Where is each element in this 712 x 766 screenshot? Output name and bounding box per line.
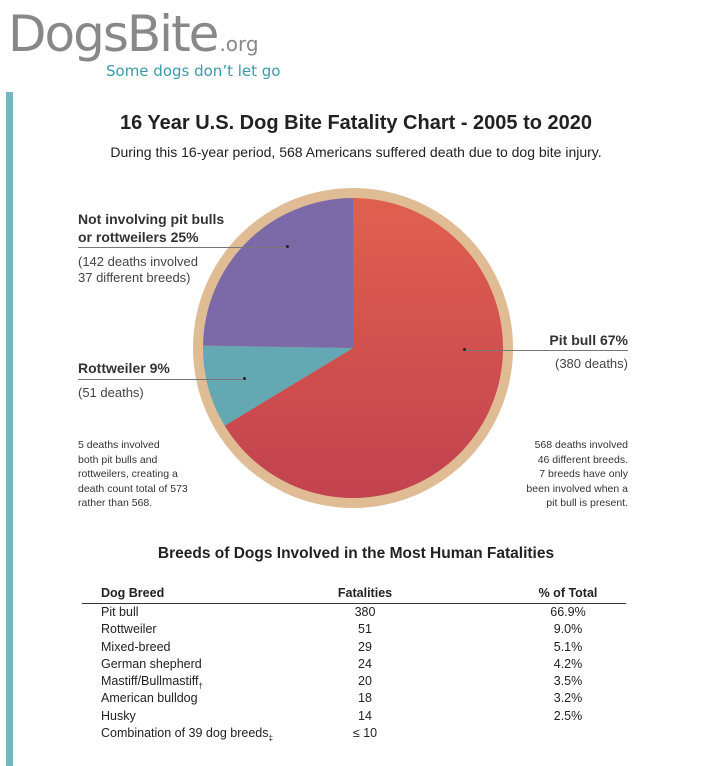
label-rottweiler: Rottweiler 9% [78,360,170,376]
breed-name: Mixed-breed [101,639,171,654]
note-left-line: death count total of 573 [78,482,188,495]
note-right-line: 46 different breeds. [537,453,628,466]
leader-dot-other [286,245,289,248]
logo-wordmark: DogsBite [8,5,219,63]
detail-other-line1: (142 deaths involved [78,254,198,269]
leader-other [78,247,287,248]
breed-name: Pit bull [101,605,139,619]
footnote-mark: † [198,681,203,691]
cell-percent: 4.2% [553,656,583,671]
note-left-line: both pit bulls and [78,453,158,466]
cell-fatalities: 18 [358,691,372,706]
cell-breed: Mixed-breed [101,640,170,657]
note-left-line: rottweilers, creating a [78,468,178,480]
table-row: Mastiff/Bullmastiff† 20 3.5% [82,673,626,691]
cell-fatalities: ≤ 10 [352,726,378,741]
detail-other-line2: 37 different breeds) [78,270,191,285]
note-right: 568 deaths involved 46 different breeds.… [526,438,628,511]
logo-tagline: Some dogs don’t let go [106,62,281,80]
table-row: German shepherd 24 4.2% [82,656,626,673]
note-right-line: pit bull is present. [546,497,628,509]
leader-rottweiler [78,379,244,380]
detail-pit-bull: (380 deaths) [555,356,628,371]
cell-percent: 66.9% [550,605,586,619]
table-title: Breeds of Dogs Involved in the Most Huma… [157,545,555,562]
cell-breed: Pit bull [101,605,139,622]
note-left-line: 5 deaths involved [78,439,160,451]
table-row: Husky 14 2.5% [82,708,626,725]
breed-table: Dog Breed Fatalities % of Total Pit bull… [82,585,626,743]
logo-suffix: .org [219,32,259,56]
cell-breed: Rottweiler [101,622,157,639]
breed-name: Husky [101,708,136,723]
breed-name: Rottweiler [101,622,157,637]
table-row: Pit bull 380 66.9% [82,604,626,621]
breed-name: German shepherd [101,656,202,671]
accent-sidebar [6,92,13,766]
cell-percent: 3.5% [553,674,583,689]
cell-breed: American bulldog [101,691,198,708]
footnote-mark: ‡ [268,733,273,743]
cell-fatalities: 51 [358,622,372,637]
pie-chart [193,188,513,508]
note-left-line: rather than 568. [78,497,153,509]
header-breed: Dog Breed [101,586,165,600]
note-left: 5 deaths involved both pit bulls and rot… [78,438,188,511]
note-right-line: 568 deaths involved [534,439,628,451]
cell-breed: Husky [101,709,136,726]
leader-pit-bull [465,350,628,351]
pie-slice-rottweiler [203,345,353,426]
table-body: Pit bull 380 66.9% Rottweiler 51 9.0% Mixed-br… [82,604,626,743]
chart-title: 16 Year U.S. Dog Bite Fatality Chart - 2… [119,112,593,134]
leader-dot-rottweiler [243,377,246,380]
breed-name: American bulldog [101,691,198,706]
table-row: Rottweiler 51 9.0% [82,621,626,638]
note-right-line: been involved when a [526,482,628,495]
label-pit-bull: Pit bull 67% [549,332,628,348]
cell-percent: 3.2% [553,691,583,706]
dogsbite-logo[interactable]: DogsBite .org [8,6,259,62]
cell-breed: German shepherd [101,657,202,674]
cell-fatalities: 380 [354,605,376,619]
leader-dot-pit-bull [463,348,466,351]
header-percent: % of Total [538,586,598,600]
header-fatalities: Fatalities [337,586,393,600]
cell-percent: 2.5% [553,708,583,723]
breed-name: Combination of 39 dog breeds [101,726,269,741]
label-other-line1: Not involving pit bulls [78,211,225,227]
note-right-line: 7 breeds have only [539,468,628,480]
cell-fatalities: 24 [358,656,372,671]
table-row: Combination of 39 dog breeds‡ ≤ 10 [82,725,626,743]
cell-percent: 5.1% [553,639,583,654]
cell-fatalities: 14 [358,708,372,723]
table-header: Dog Breed Fatalities % of Total [82,585,626,604]
cell-breed: Combination of 39 dog breeds‡ [101,726,273,743]
cell-breed: Mastiff/Bullmastiff† [101,674,203,691]
table-row: American bulldog 18 3.2% [82,690,626,707]
label-other-line2: or rottweilers 25% [78,229,199,245]
cell-fatalities: 20 [358,674,372,689]
chart-subtitle: During this 16-year period, 568 American… [110,144,602,160]
pie-slice-pit-bull [224,198,504,499]
cell-percent: 9.0% [553,622,583,637]
table-row: Mixed-breed 29 5.1% [82,639,626,656]
detail-rottweiler: (51 deaths) [78,385,144,400]
cell-fatalities: 29 [358,639,372,654]
breed-name: Mastiff/Bullmastiff [101,674,199,689]
pie-slice-not-involving-pit-bulls-or-rottweilers [203,198,353,348]
